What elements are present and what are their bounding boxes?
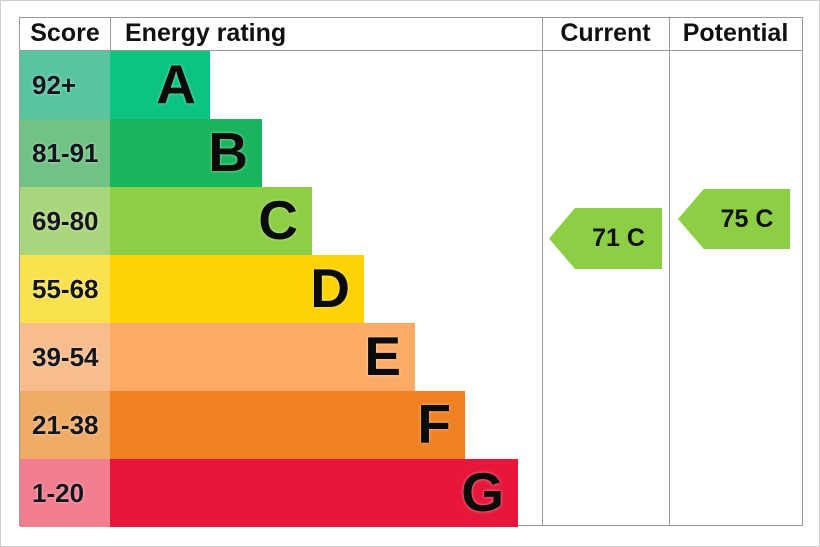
rating-letter: G	[461, 461, 504, 523]
rating-row-e: 39-54 E	[20, 323, 802, 391]
rating-bar: G	[110, 459, 518, 527]
score-range-cell: 39-54	[20, 323, 110, 391]
table-header: Score Energy rating Current Potential	[20, 18, 802, 51]
potential-header: Potential	[682, 19, 789, 47]
rating-row-c: 69-80 C	[20, 187, 802, 255]
rating-bar: D	[110, 255, 364, 323]
rating-row-b: 81-91 B	[20, 119, 802, 187]
score-header: Score	[30, 19, 100, 47]
rating-bar: B	[110, 119, 262, 187]
current-rating-arrow: 71 C	[549, 208, 662, 269]
rating-letter: D	[310, 257, 350, 319]
current-column-divider	[542, 18, 543, 525]
rating-letter: C	[258, 189, 298, 251]
score-range-cell: 1-20	[20, 459, 110, 527]
potential-column-divider	[669, 18, 670, 525]
rating-row-g: 1-20 G	[20, 459, 802, 527]
rating-letter: A	[156, 53, 196, 115]
rating-row-a: 92+ A	[20, 51, 802, 119]
rating-letter: F	[417, 393, 451, 455]
rating-letter: E	[364, 325, 401, 387]
score-range-cell: 55-68	[20, 255, 110, 323]
rating-row-d: 55-68 D	[20, 255, 802, 323]
score-range-cell: 21-38	[20, 391, 110, 459]
rating-rows: 92+ A 81-91 B 69-80 C 55-68 D 39-54 E 21…	[20, 51, 802, 527]
rating-bar: F	[110, 391, 465, 459]
score-range-cell: 81-91	[20, 119, 110, 187]
rating-row-f: 21-38 F	[20, 391, 802, 459]
potential-rating-arrow: 75 C	[678, 189, 790, 249]
score-range-cell: 92+	[20, 51, 110, 119]
current-header: Current	[560, 19, 651, 47]
score-range-cell: 69-80	[20, 187, 110, 255]
energy-rating-header: Energy rating	[125, 19, 287, 47]
rating-bar: A	[110, 51, 210, 119]
rating-letter: B	[208, 121, 248, 183]
potential-rating-label: 75 C	[720, 204, 774, 233]
rating-bar: C	[110, 187, 312, 255]
rating-bar: E	[110, 323, 415, 391]
rating-table: Score Energy rating Current Potential 92…	[19, 17, 803, 527]
score-column-divider	[110, 18, 111, 50]
current-rating-label: 71 C	[592, 224, 645, 252]
